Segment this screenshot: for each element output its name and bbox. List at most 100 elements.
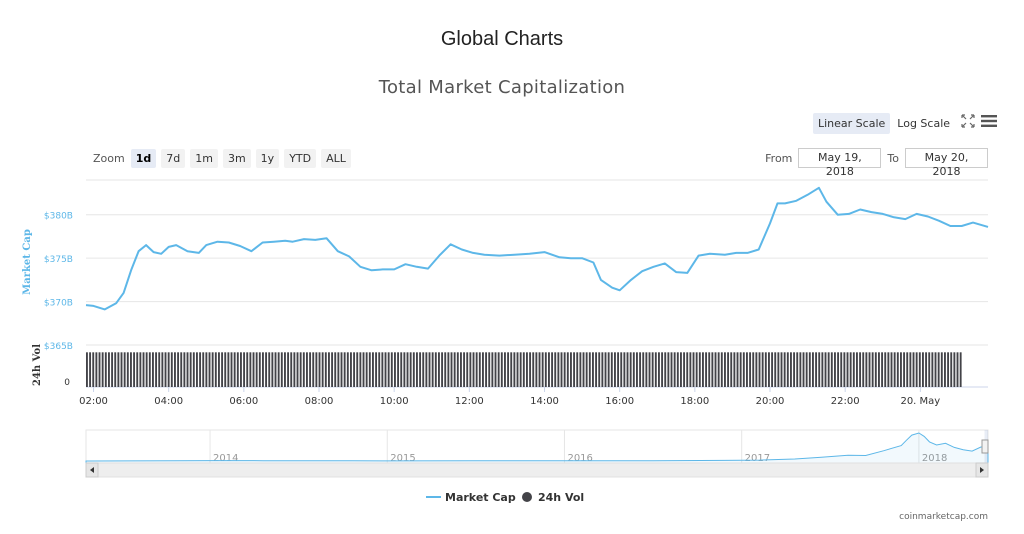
volume-bar [252,352,255,387]
volume-bar [416,352,418,387]
zoom-1y-button[interactable]: 1y [255,148,280,168]
volume-bar [258,352,261,387]
volume-bar [126,352,129,387]
legend-item-24h-vol[interactable]: 24h Vol [522,491,584,504]
volume-bar [548,352,550,387]
volume-bar [365,352,368,387]
volume-bar [912,352,915,387]
volume-bar [372,352,374,387]
volume-bar [849,352,852,387]
hamburger-menu-icon[interactable] [981,114,998,133]
volume-bar [321,352,324,387]
from-date-input[interactable]: May 19, 2018 [798,148,882,178]
volume-bar [375,352,378,387]
y-tick-label: $380B [44,212,73,222]
x-tick-label: 20:00 [756,396,785,407]
volume-bar [236,352,239,387]
volume-bar [183,352,186,387]
volume-bar [155,352,158,387]
volume-bar [240,352,242,387]
credits-link[interactable]: coinmarketcap.com [899,512,988,522]
volume-bar [654,352,657,387]
zoom-3m-button[interactable]: 3m [222,148,251,168]
volume-bar [472,352,475,387]
volume-bar [117,352,120,387]
volume-bar [463,352,466,387]
linear-scale-button[interactable]: Linear Scale [813,112,891,134]
volume-bar [793,352,796,387]
x-tick-label: 08:00 [305,396,334,407]
volume-tick-label: 0 [64,378,70,388]
zoom-label: Zoom [93,151,125,165]
volume-bar [856,352,858,387]
volume-bar [560,352,563,387]
volume-bar [485,352,488,387]
volume-bar [161,352,164,387]
volume-bar [243,352,246,387]
zoom-ytd-button[interactable]: YTD [284,148,317,168]
navigator-year-ticks: 2014 2015 2016 2017 2018 [209,430,947,464]
zoom-1d-button[interactable]: 1d [130,148,157,168]
zoom-all-button[interactable]: ALL [321,148,351,168]
volume-bar [614,352,616,387]
navigator-handle[interactable] [981,439,989,454]
volume-bar [111,352,114,387]
volume-bar [274,352,277,387]
navigator-scrollbar[interactable] [85,462,989,478]
volume-bar [170,352,173,387]
volume-bar [667,352,670,387]
volume-bar [903,352,906,387]
volume-bar [827,352,830,387]
volume-bar [450,352,453,387]
volume-bar [447,352,450,387]
volume-bar [299,352,302,387]
to-date-input[interactable]: May 20, 2018 [905,148,988,178]
volume-bar [337,352,340,387]
volume-bar [230,352,233,387]
volume-bar [887,352,890,387]
volume-bar [815,352,818,387]
y-axis-labels: $365B $370B $375B $380B 0 [44,212,73,388]
volume-bar [676,352,679,387]
volume-bar [387,352,390,387]
volume-bar [673,352,676,387]
x-tick-label: 04:00 [154,396,183,407]
volume-bar [211,352,214,387]
volume-bar [538,352,541,387]
volume-bar [610,352,613,387]
volume-bar [89,352,92,387]
volume-bar [771,352,774,387]
volume-bar [783,352,786,387]
volume-bar [350,352,352,387]
volume-bar [315,352,318,387]
market-cap-line [85,186,989,311]
legend-dot-marker [522,492,532,502]
volume-bar [441,352,444,387]
navigator[interactable]: 2014 2015 2016 2017 2018 [85,429,989,464]
volume-bar [786,352,789,387]
zoom-7d-button[interactable]: 7d [161,148,186,168]
volume-bar [296,352,299,387]
scrollbar-track[interactable] [85,462,989,478]
volume-bar [661,352,664,387]
log-scale-button[interactable]: Log Scale [897,116,951,130]
volume-bar [205,352,208,387]
volume-bar [189,352,192,387]
volume-bar [114,352,117,387]
volume-bar [686,352,689,387]
volume-bar [878,352,880,387]
volume-bar [513,352,516,387]
volume-bar [164,352,167,387]
volume-bar [739,352,742,387]
legend-item-market-cap[interactable]: Market Cap [426,491,516,504]
volume-bar [808,352,811,387]
volume-bar [425,352,428,387]
volume-bar [579,352,582,387]
fullscreen-icon[interactable] [961,113,975,133]
volume-bar [104,352,107,387]
volume-bar [840,352,843,387]
zoom-1m-button[interactable]: 1m [190,148,218,168]
volume-bar [592,352,594,387]
volume-bar [862,352,865,387]
